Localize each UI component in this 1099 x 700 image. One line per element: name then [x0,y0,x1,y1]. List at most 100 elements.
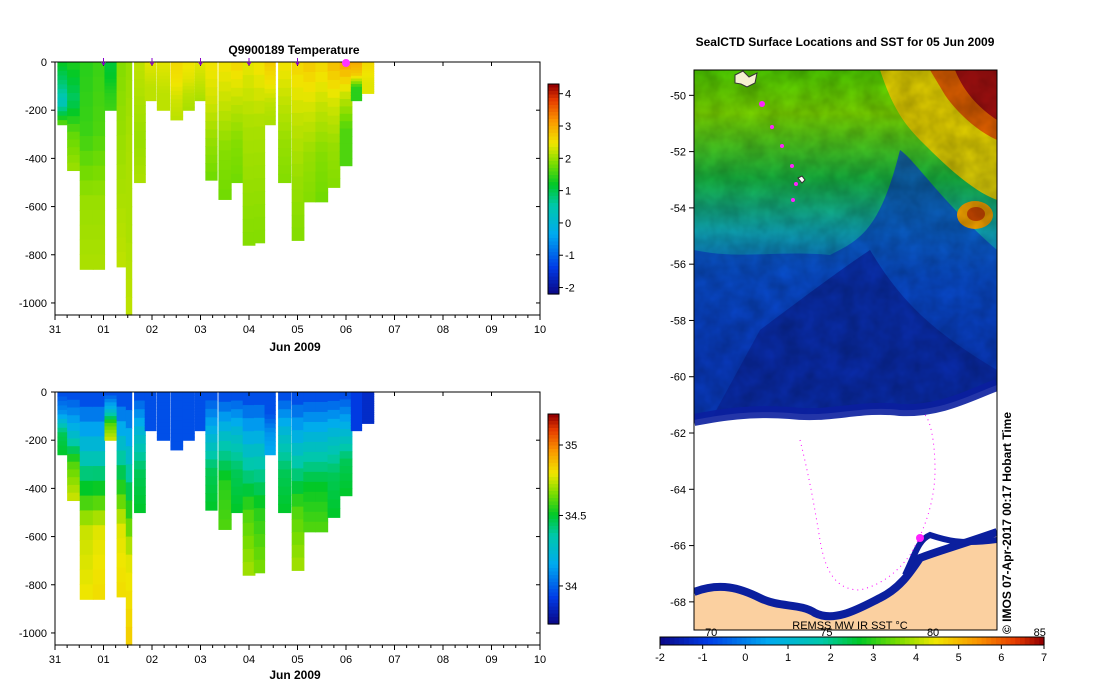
profile-cell [231,443,244,453]
colorbar-step [548,147,559,152]
colorbar-step [548,150,559,155]
colorbar-step [548,466,559,471]
profile-cell [170,425,184,430]
profile-cell [242,62,256,76]
profile-cell [205,451,218,461]
profile-cell [315,171,329,183]
profile-cell [350,403,363,407]
profile-cell [362,84,375,88]
profile-cell [182,89,195,94]
colorbar-step [548,428,559,433]
profile-cell [116,237,129,253]
colorbar-step [548,290,559,295]
profile-cell [350,81,363,85]
colorbar-tick-label: 34 [565,581,577,593]
profile-cell [291,202,305,216]
profile-cell [303,121,317,133]
sst-map: SealCTD Surface Locations and SST for 05… [655,35,1047,664]
profile-cell [125,572,133,592]
colorbar-step [799,637,805,645]
map-title: SealCTD Surface Locations and SST for 05… [696,35,995,49]
lat-tick-label: -58 [670,315,686,327]
colorbar-step [924,637,930,645]
salinity-cells [57,392,375,646]
colorbar-step [1010,637,1016,645]
profile-cell [303,392,317,403]
profile-cell [134,469,146,479]
profile-cell [264,106,276,112]
profile-cell [67,453,81,463]
profile-cell [253,152,266,166]
profile-cell [350,86,363,91]
profile-cell [362,418,375,422]
profile-cell [194,400,208,404]
profile-cell [92,121,106,137]
profile-cell [242,232,256,246]
y-tick-label: -600 [25,202,47,214]
profile-cell [339,84,353,93]
colorbar-step [746,637,752,645]
colorbar-step [548,108,559,113]
profile-cell [170,420,184,426]
profile-cell [67,131,81,141]
x-tick-label: 05 [291,654,303,666]
profile-cell [350,411,363,415]
colorbar-step [548,259,559,264]
profile-cell [134,417,146,428]
profile-cell [170,62,184,67]
colorbar-step [548,220,559,225]
profile-cell [134,139,146,149]
profile-cell [144,84,157,88]
profile-cell [205,87,218,97]
profile-cell [79,569,94,586]
profile-cell [156,398,171,403]
profile-cell [278,435,292,445]
profile-cell [182,72,195,77]
colorbar-step [548,501,559,506]
profile-cell [362,412,375,415]
profile-cell [327,427,341,438]
profile-cell [218,460,232,472]
profile-cell [362,409,375,413]
profile-cell [156,419,171,424]
profile-cell [104,79,118,84]
profile-cell [303,431,317,443]
profile-cell [315,441,329,453]
colorbar-step [548,505,559,510]
profile-cell [264,102,276,108]
profile-cell [350,422,363,426]
colorbar-step [943,637,949,645]
colorbar-step [548,561,559,566]
profile-cell [303,71,317,83]
colorbar-step [919,637,925,645]
x-tick-label: 08 [437,654,449,666]
profile-cell [116,465,129,481]
profile-cell [144,403,157,407]
colorbar-step [890,637,896,645]
profile-cell [125,536,133,556]
profile-cell [104,99,118,104]
colorbar-step [548,522,559,527]
profile-cell [242,192,256,207]
profile-cell [315,111,329,123]
profile-cell [315,501,329,513]
profile-cell [327,142,341,153]
colorbar-step [548,206,559,211]
colorbar-step [548,463,559,468]
colorbar-step [900,637,906,645]
profile-cell [231,148,244,158]
profile-cell [194,411,208,415]
profile-cell [170,103,184,109]
profile-cell [144,64,157,69]
profile-cell [339,136,353,145]
colorbar-step [736,637,743,645]
temperature-chart: Q9900189 Temperature 0 -200 -400 -600 -800 -1… [19,43,575,354]
profile-cell [264,84,276,90]
profile-cell [182,99,195,104]
profile-cell [339,128,353,137]
profile-cell [92,451,106,467]
x-tick-label: 01 [97,324,109,336]
profile-cell [79,210,94,226]
profile-cell [116,552,129,569]
profile-cell [104,436,118,441]
